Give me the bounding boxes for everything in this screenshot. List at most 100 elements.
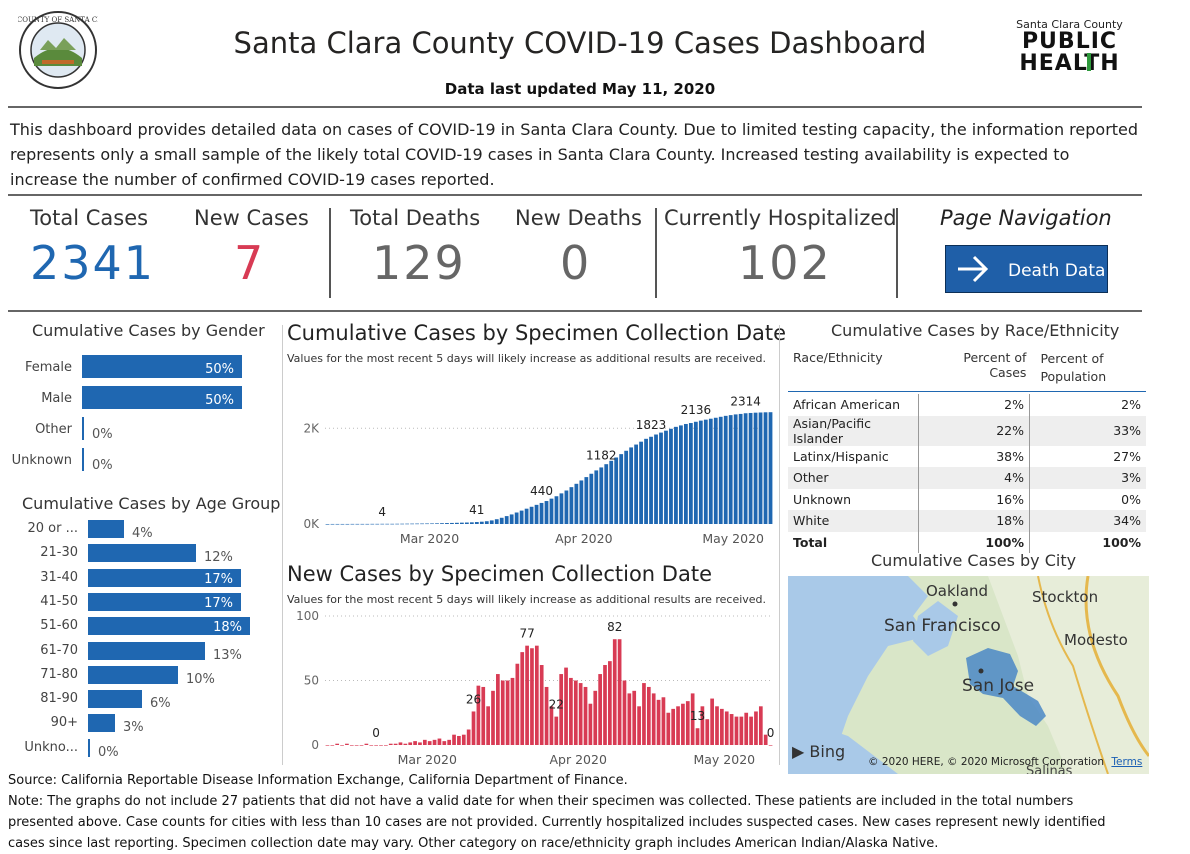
population-percent-cell: 3% [1029,467,1146,489]
bar [715,706,719,745]
kpi-hospitalized-value: 102 [738,236,832,290]
bar [744,712,749,745]
bar [496,674,500,745]
bar [380,523,385,525]
map-label-oakland: Oakland [926,582,989,600]
bar-category-label: 20 or ... [27,521,78,536]
bar-value-label: 6% [150,696,171,712]
race-table-row: African American 2% 2% [788,394,1146,416]
bar [405,523,410,525]
bar [554,716,559,745]
bar [350,523,355,525]
death-data-button[interactable]: Death Data [945,245,1108,293]
last-updated: Data last updated May 11, 2020 [444,80,716,98]
city-map[interactable]: Oakland San Francisco Stockton Modesto S… [788,576,1149,774]
bar [355,523,360,525]
right-panel-separator [779,325,780,765]
bar [395,523,400,525]
bar [559,674,564,745]
kpi-separator-3 [896,208,898,298]
bar [335,743,340,745]
bar [534,504,539,524]
cases-percent-cell: 4% [918,467,1030,489]
left-panel-separator [282,325,283,765]
bar [713,417,718,524]
map-terms-link[interactable]: Terms [1111,756,1143,768]
bar [489,520,494,524]
race-cell: Asian/Pacific Islander [793,415,872,446]
x-tick-label: May 2020 [702,531,764,546]
population-percent-cell: 100% [1029,531,1146,553]
bar [593,690,598,745]
kpi-total-deaths-value: 129 [372,236,466,290]
bar [604,464,609,524]
kpi-new-cases-label: New Cases [194,206,309,230]
map-label-salinas: Salinas [1026,764,1073,774]
bar [88,690,142,709]
arrow-right-icon [958,255,989,283]
race-cell: Unknown [793,491,852,507]
bar [520,652,525,745]
map-graphic [788,576,1149,774]
bar-value-label: 12% [204,550,233,566]
bar [734,716,739,745]
bar [447,739,452,745]
bar [695,728,700,745]
bar [739,716,744,745]
bar [457,735,461,745]
bar [440,523,444,524]
intro-text: This dashboard provides detailed data on… [10,120,1139,189]
bar [514,512,519,524]
cumulative-cases-chart: 0K 2K Mar 2020 Apr 2020 May 2020 4 41 440 1182 18… [303,394,773,546]
bar [82,386,242,409]
bar [718,416,723,524]
bar [728,415,733,524]
race-table-row: White 18% 34% [788,510,1146,532]
page-title: Santa Clara County COVID-19 Cases Dashbo… [233,26,927,60]
bar [617,639,622,745]
bar [82,417,84,440]
bar-category-label: Male [41,391,72,406]
bar [425,523,429,525]
bar [534,645,539,745]
bar [88,544,196,563]
bar-category-label: 71-80 [40,666,78,682]
data-label: 0 [372,726,380,740]
race-col-header: Race/Ethnicity [793,350,883,365]
bar [435,523,439,524]
bar [335,523,340,525]
bar [385,523,390,525]
bar [484,521,489,524]
y-tick-label: 100 [296,609,319,623]
bar [748,412,753,524]
bar [690,693,695,745]
map-copyright-text: © 2020 HERE, © 2020 Microsoft Corporatio… [868,756,1105,768]
footer-note: Note: The graphs do not include 27 patie… [8,794,1106,851]
bar [705,719,710,745]
bar [679,425,683,524]
bar [661,697,666,745]
bar [325,524,330,525]
bar [614,457,619,524]
bar [379,745,383,746]
kpi-new-cases-value: 7 [234,236,266,290]
bar [608,661,612,745]
new-cases-chart-title: New Cases by Specimen Collection Date [287,562,712,586]
bar [683,423,688,524]
data-label: 22 [549,698,564,712]
bar [408,742,413,745]
bar [544,686,549,745]
bar [88,665,178,684]
kpi-separator-1 [329,208,331,298]
bar [703,419,708,524]
bar-value-label: 4% [132,526,153,541]
bar [418,742,422,745]
bar [685,701,690,745]
svg-text:THE COUNTY OF SANTA CLARA: THE COUNTY OF SANTA CLARA [18,16,98,24]
cases-percent-cell: 2% [918,394,1030,416]
data-label: 4 [378,505,386,519]
gender-chart: Female 50% Male 50% Other 0% Unknown 0% [0,355,275,480]
x-tick-label: Mar 2020 [400,531,459,546]
race-cell: Latinx/Hispanic [793,448,889,464]
bar [390,523,395,525]
